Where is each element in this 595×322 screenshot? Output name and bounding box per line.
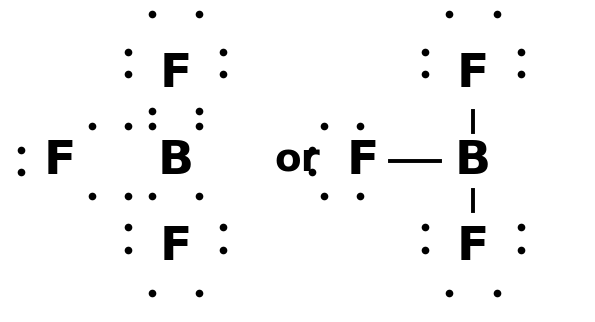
Text: F: F [159,52,192,97]
Text: F: F [347,138,379,184]
Text: F: F [457,52,489,97]
Text: F: F [457,225,489,270]
Text: B: B [158,138,193,184]
Text: B: B [455,138,491,184]
Text: or: or [275,142,320,180]
Text: F: F [43,138,76,184]
Text: F: F [159,225,192,270]
